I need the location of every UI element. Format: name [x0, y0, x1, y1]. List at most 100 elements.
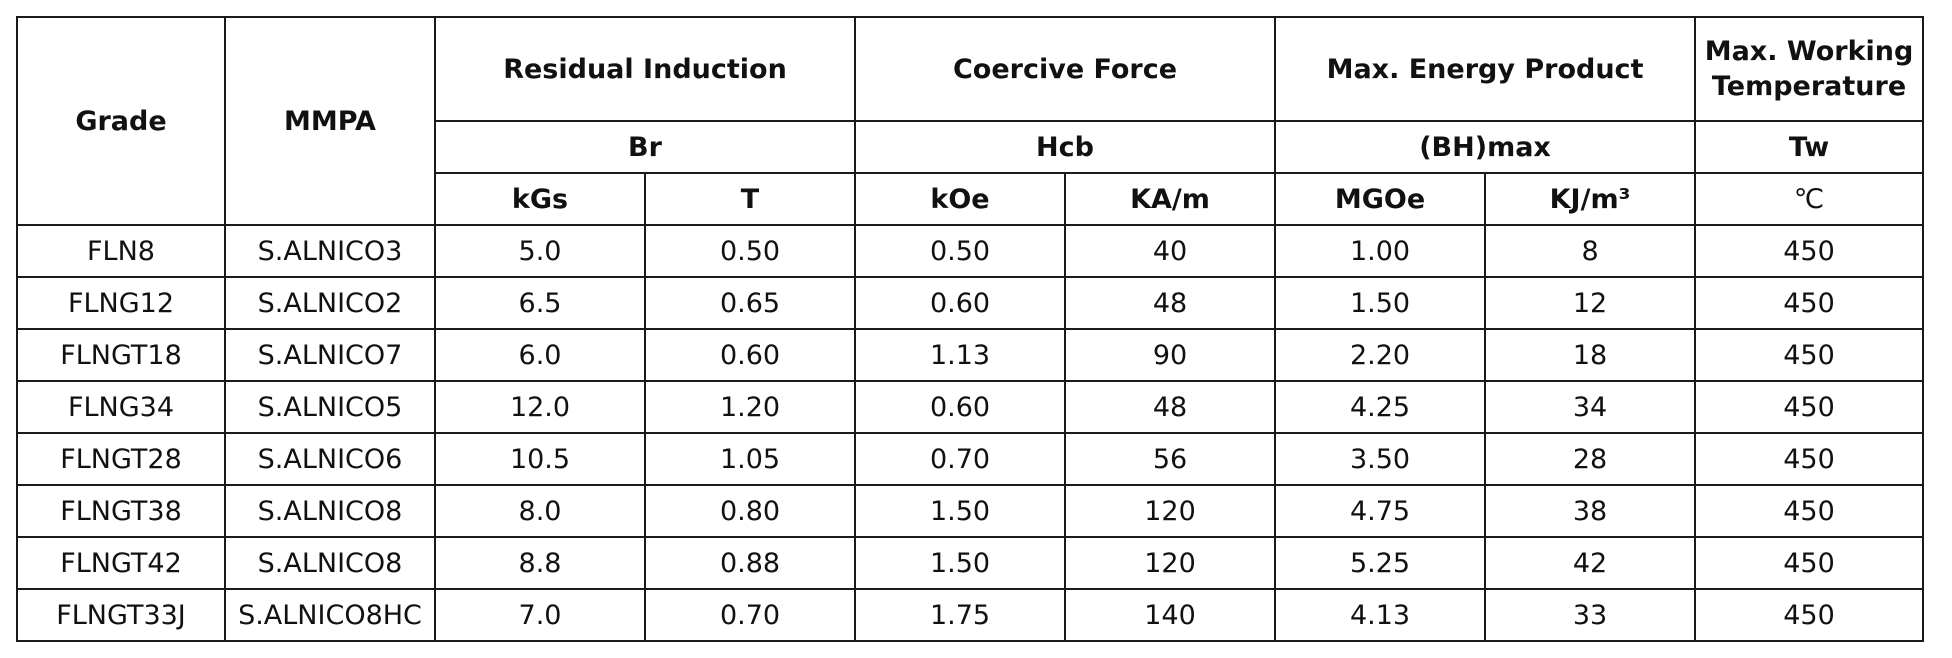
cell-grade: FLN8	[16, 224, 226, 278]
cell-br-t: 0.88	[643, 536, 857, 590]
table-row: FLNGT38 S.ALNICO8 8.0 0.80 1.50 120 4.75…	[16, 484, 1925, 538]
cell-bhmax-mgoe: 5.25	[1274, 536, 1487, 590]
cell-br-t: 0.65	[643, 276, 857, 330]
unit-mgoe: MGOe	[1274, 172, 1487, 226]
cell-tw: 450	[1694, 224, 1925, 278]
cell-grade: FLNG12	[16, 276, 226, 330]
cell-br-kgs: 7.0	[434, 588, 646, 642]
cell-mmpa: S.ALNICO8HC	[224, 588, 436, 642]
cell-tw: 450	[1694, 328, 1925, 382]
cell-bhmax-kj-m3: 28	[1484, 432, 1697, 486]
cell-bhmax-kj-m3: 8	[1484, 224, 1697, 278]
header-br: Br	[433, 120, 857, 174]
cell-bhmax-kj-m3: 12	[1484, 276, 1697, 330]
cell-mmpa: S.ALNICO8	[224, 484, 436, 538]
cell-hcb-ka-m: 40	[1064, 224, 1277, 278]
cell-br-kgs: 6.5	[434, 276, 646, 330]
cell-grade: FLNGT33J	[16, 588, 226, 642]
unit-celsius: ℃	[1694, 172, 1925, 226]
table-row: FLNGT33J S.ALNICO8HC 7.0 0.70 1.75 140 4…	[16, 588, 1925, 642]
table-header: Grade MMPA Residual Induction Coercive F…	[16, 16, 1925, 226]
cell-bhmax-mgoe: 4.13	[1274, 588, 1487, 642]
cell-hcb-koe: 0.60	[854, 380, 1067, 434]
table-row: FLNG12 S.ALNICO2 6.5 0.65 0.60 48 1.50 1…	[16, 276, 1925, 330]
header-mmpa: MMPA	[224, 16, 436, 226]
cell-br-kgs: 12.0	[434, 380, 646, 434]
cell-bhmax-mgoe: 1.00	[1274, 224, 1487, 278]
cell-hcb-koe: 1.50	[854, 536, 1067, 590]
cell-bhmax-mgoe: 4.75	[1274, 484, 1487, 538]
cell-hcb-ka-m: 48	[1064, 380, 1277, 434]
cell-hcb-ka-m: 56	[1064, 432, 1277, 486]
cell-bhmax-mgoe: 3.50	[1274, 432, 1487, 486]
cell-hcb-ka-m: 48	[1064, 276, 1277, 330]
cell-br-t: 0.70	[643, 588, 857, 642]
header-hcb: Hcb	[854, 120, 1277, 174]
cell-bhmax-kj-m3: 42	[1484, 536, 1697, 590]
cell-hcb-koe: 1.75	[854, 588, 1067, 642]
cell-hcb-koe: 0.50	[854, 224, 1067, 278]
header-grade: Grade	[16, 16, 226, 226]
unit-t: T	[643, 172, 857, 226]
cell-hcb-ka-m: 90	[1064, 328, 1277, 382]
cell-br-t: 0.60	[643, 328, 857, 382]
cell-hcb-koe: 0.70	[854, 432, 1067, 486]
cell-mmpa: S.ALNICO3	[224, 224, 436, 278]
cell-br-t: 1.05	[643, 432, 857, 486]
header-residual-induction: Residual Induction	[433, 16, 857, 122]
cell-bhmax-mgoe: 4.25	[1274, 380, 1487, 434]
header-bhmax: (BH)max	[1274, 120, 1697, 174]
header-tw: Tw	[1694, 120, 1925, 174]
cell-bhmax-kj-m3: 18	[1484, 328, 1697, 382]
cell-br-kgs: 5.0	[434, 224, 646, 278]
cell-grade: FLNGT28	[16, 432, 226, 486]
header-max-working-temperature: Max. Working Temperature	[1694, 16, 1925, 122]
cell-bhmax-kj-m3: 34	[1484, 380, 1697, 434]
table-row: FLNGT18 S.ALNICO7 6.0 0.60 1.13 90 2.20 …	[16, 328, 1925, 382]
cell-mmpa: S.ALNICO5	[224, 380, 436, 434]
cell-tw: 450	[1694, 536, 1925, 590]
unit-kj-m3: KJ/m³	[1484, 172, 1697, 226]
unit-kgs: kGs	[434, 172, 646, 226]
alnico-grade-table: Grade MMPA Residual Induction Coercive F…	[16, 16, 1925, 642]
cell-tw: 450	[1694, 432, 1925, 486]
cell-br-kgs: 6.0	[434, 328, 646, 382]
table-row: FLN8 S.ALNICO3 5.0 0.50 0.50 40 1.00 8 4…	[16, 224, 1925, 278]
cell-mmpa: S.ALNICO7	[224, 328, 436, 382]
cell-tw: 450	[1694, 484, 1925, 538]
cell-grade: FLNGT42	[16, 536, 226, 590]
unit-koe: kOe	[854, 172, 1067, 226]
cell-br-kgs: 8.8	[434, 536, 646, 590]
cell-tw: 450	[1694, 380, 1925, 434]
cell-mmpa: S.ALNICO8	[224, 536, 436, 590]
cell-tw: 450	[1694, 276, 1925, 330]
unit-ka-m: KA/m	[1064, 172, 1277, 226]
table-body: FLN8 S.ALNICO3 5.0 0.50 0.50 40 1.00 8 4…	[16, 224, 1925, 642]
cell-mmpa: S.ALNICO2	[224, 276, 436, 330]
cell-bhmax-mgoe: 2.20	[1274, 328, 1487, 382]
cell-grade: FLNGT18	[16, 328, 226, 382]
header-coercive-force: Coercive Force	[854, 16, 1277, 122]
cell-br-t: 0.80	[643, 484, 857, 538]
cell-hcb-ka-m: 140	[1064, 588, 1277, 642]
cell-hcb-koe: 0.60	[854, 276, 1067, 330]
cell-br-t: 0.50	[643, 224, 857, 278]
cell-grade: FLNGT38	[16, 484, 226, 538]
table-row: FLNGT28 S.ALNICO6 10.5 1.05 0.70 56 3.50…	[16, 432, 1925, 486]
cell-tw: 450	[1694, 588, 1925, 642]
cell-br-kgs: 8.0	[434, 484, 646, 538]
table-row: FLNGT42 S.ALNICO8 8.8 0.88 1.50 120 5.25…	[16, 536, 1925, 590]
cell-hcb-ka-m: 120	[1064, 484, 1277, 538]
cell-hcb-ka-m: 120	[1064, 536, 1277, 590]
cell-hcb-koe: 1.50	[854, 484, 1067, 538]
cell-bhmax-kj-m3: 38	[1484, 484, 1697, 538]
cell-mmpa: S.ALNICO6	[224, 432, 436, 486]
cell-bhmax-mgoe: 1.50	[1274, 276, 1487, 330]
cell-hcb-koe: 1.13	[854, 328, 1067, 382]
table-row: FLNG34 S.ALNICO5 12.0 1.20 0.60 48 4.25 …	[16, 380, 1925, 434]
header-max-energy-product: Max. Energy Product	[1274, 16, 1697, 122]
cell-br-kgs: 10.5	[434, 432, 646, 486]
cell-br-t: 1.20	[643, 380, 857, 434]
cell-bhmax-kj-m3: 33	[1484, 588, 1697, 642]
cell-grade: FLNG34	[16, 380, 226, 434]
